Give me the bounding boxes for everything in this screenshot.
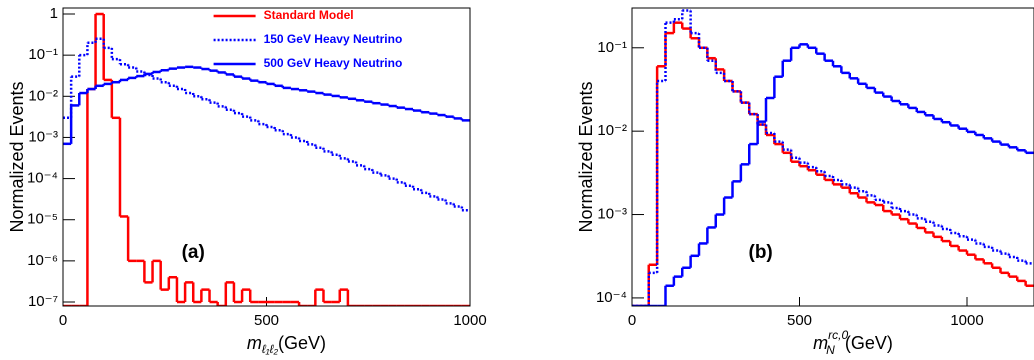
series-layer <box>63 12 470 306</box>
step-riser <box>69 66 464 144</box>
plot-frame <box>62 7 471 307</box>
y-tick-label: 10⁻⁴ <box>27 170 58 187</box>
y-tick-label: 10⁻¹ <box>597 39 627 56</box>
x-axis-label: mℓ₁ℓ₂(GeV) <box>247 333 326 356</box>
y-axis-label: Normalized Events <box>7 81 27 232</box>
y-tick-label: 10⁻² <box>28 87 58 104</box>
x-tick-label: 1000 <box>453 312 486 329</box>
legend-label: 500 GeV Heavy Neutrino <box>264 56 403 70</box>
panel-annotation: (b) <box>749 242 773 263</box>
y-tick-label: 1 <box>50 5 58 22</box>
x-label-base: m <box>247 333 262 353</box>
x-tick-label: 0 <box>59 312 67 329</box>
y-tick-label: 10⁻⁴ <box>596 289 627 306</box>
step-riser <box>664 44 1027 306</box>
x-tick-label: 500 <box>787 312 812 329</box>
panel-annotation: (a) <box>182 242 205 263</box>
y-tick-label: 10⁻⁶ <box>27 252 58 269</box>
y-axis-label: Normalized Events <box>576 81 596 232</box>
y-tick-label: 10⁻³ <box>597 206 627 223</box>
x-tick-label: 500 <box>254 312 279 329</box>
x-axis-label: mrc,0 N (GeV) <box>813 328 893 357</box>
legend-label: 150 GeV Heavy Neutrino <box>264 32 403 46</box>
y-tick-label: 10⁻⁷ <box>28 293 58 310</box>
y-tick-label: 10⁻² <box>597 122 627 139</box>
x-label-sub: ℓ₁ℓ₂ <box>262 342 279 356</box>
y-tick-label: 10⁻³ <box>28 128 58 145</box>
x-tick-label: 0 <box>628 312 636 329</box>
step-riser <box>647 10 1027 306</box>
legend-label: Standard Model <box>264 8 354 22</box>
series-layer <box>632 9 1034 306</box>
plot-frame <box>631 7 1034 307</box>
panel: 10⁻⁷ 10⁻⁶ 10⁻⁵ 10⁻⁴ 10⁻³ 10⁻² 10⁻¹ 1 0 500 1000 Nor… <box>7 5 487 356</box>
step-riser <box>69 38 464 211</box>
y-tick-label: 10⁻⁵ <box>27 211 58 228</box>
x-label-unit: (GeV) <box>278 333 326 353</box>
x-label-base: m <box>813 333 828 353</box>
x-label-sup: rc,0 <box>828 328 848 342</box>
x-label-sub: N <box>826 343 835 357</box>
x-tick-label: 1000 <box>950 312 983 329</box>
y-tick-label: 10⁻¹ <box>28 46 58 63</box>
panel: 10⁻⁴ 10⁻³ 10⁻² 10⁻¹ 0 500 1000 Normalized Event… <box>576 7 1034 357</box>
x-label-unit: (GeV) <box>845 333 893 353</box>
